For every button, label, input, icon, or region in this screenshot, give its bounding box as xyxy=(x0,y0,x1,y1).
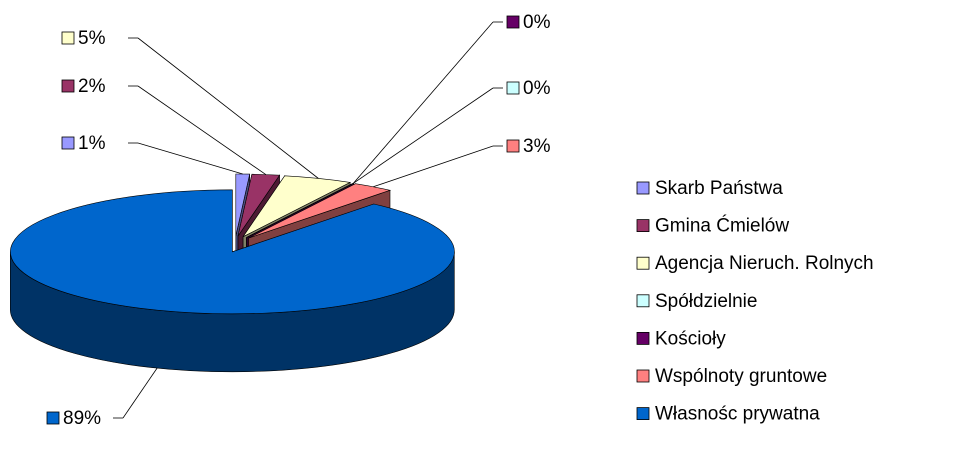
leader-line xyxy=(373,145,494,188)
legend-label: Kościoły xyxy=(655,328,726,349)
leader-line xyxy=(353,21,494,184)
slice xyxy=(10,189,455,373)
leader-line xyxy=(137,37,319,179)
legend-swatch xyxy=(636,181,650,195)
slice-top xyxy=(246,182,354,238)
legend-swatch xyxy=(636,294,650,308)
label-swatch xyxy=(61,79,75,93)
leader-line xyxy=(353,87,494,184)
label-swatch xyxy=(506,81,520,95)
data-label: 3% xyxy=(523,136,551,157)
slice-top xyxy=(242,175,352,237)
legend-swatch xyxy=(636,256,650,270)
label-swatch xyxy=(506,139,520,153)
data-label: 1% xyxy=(78,133,106,154)
leader-line xyxy=(137,85,267,175)
legend-label: Gmina Ćmielów xyxy=(655,215,789,237)
label-swatch xyxy=(61,31,75,45)
data-label: 5% xyxy=(78,28,106,49)
label-swatch xyxy=(506,15,520,29)
legend-swatch xyxy=(636,331,650,345)
legend-label: Agencja Nieruch. Rolnych xyxy=(655,253,874,274)
data-label: 0% xyxy=(523,78,551,99)
label-swatch xyxy=(61,136,75,150)
data-label: 0% xyxy=(523,12,551,33)
legend-swatch xyxy=(636,369,650,383)
legend-label: Wspólnoty gruntowe xyxy=(655,366,827,387)
legend-label: Własnośc prywatna xyxy=(655,404,820,425)
label-swatch xyxy=(46,411,60,425)
slice-top xyxy=(10,189,455,315)
legend-label: Spółdzielnie xyxy=(655,291,757,312)
legend-swatch xyxy=(636,219,650,233)
data-label: 89% xyxy=(63,408,101,429)
leader-line xyxy=(137,142,243,175)
leader-line xyxy=(122,367,158,419)
slice-top xyxy=(235,173,251,237)
data-label: 2% xyxy=(78,76,106,97)
legend-swatch xyxy=(636,407,650,421)
slice-top xyxy=(248,183,392,239)
legend-label: Skarb Państwa xyxy=(655,178,783,199)
